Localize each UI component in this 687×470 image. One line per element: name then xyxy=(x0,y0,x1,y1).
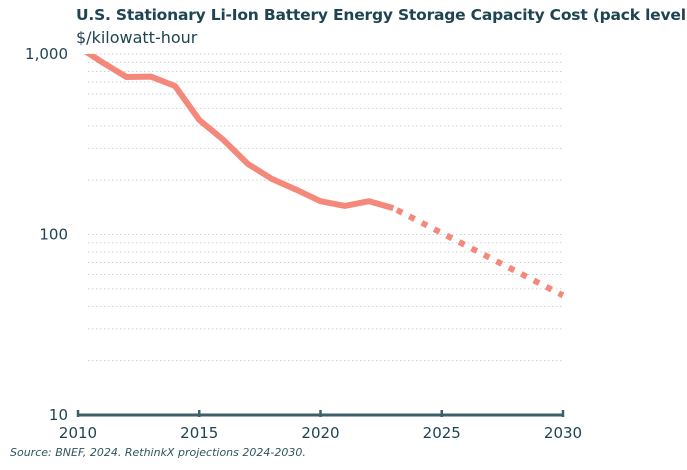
x-tick-label: 2015 xyxy=(180,424,218,442)
x-tick-label: 2030 xyxy=(544,424,582,442)
y-tick-label: 1,000 xyxy=(25,45,68,63)
projection-line xyxy=(391,205,564,299)
x-tick-label: 2010 xyxy=(59,424,97,442)
historical-line xyxy=(84,54,395,211)
x-tick-label: 2025 xyxy=(423,424,461,442)
y-tick-label: 100 xyxy=(39,226,68,244)
x-tick-label: 2020 xyxy=(301,424,339,442)
chart-title: U.S. Stationary Li-Ion Battery Energy St… xyxy=(76,6,687,24)
y-tick-label: 10 xyxy=(49,406,68,424)
y-axis-unit-label: $/kilowatt-hour xyxy=(76,28,198,47)
source-note: Source: BNEF, 2024. RethinkX projections… xyxy=(10,446,306,459)
